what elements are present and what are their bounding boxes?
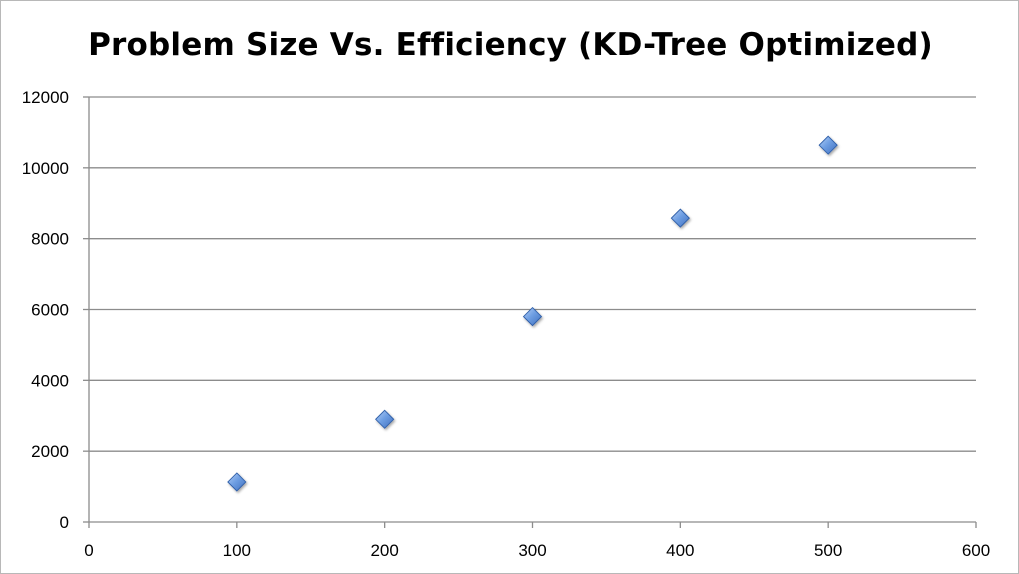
data-point-500 (818, 135, 838, 155)
y-tick-label-10000: 10000 (22, 159, 69, 178)
x-tick-label-400: 400 (666, 541, 694, 560)
x-tick-label-500: 500 (814, 541, 842, 560)
data-point-300 (522, 306, 543, 327)
axes (83, 96, 977, 528)
data-point-400 (670, 208, 690, 228)
y-tick-label-4000: 4000 (31, 371, 69, 390)
x-tick-label-600: 600 (962, 541, 990, 560)
y-tick-label-2000: 2000 (31, 442, 69, 461)
y-tick-label-0: 0 (60, 513, 69, 532)
data-point-100 (227, 472, 247, 492)
gridlines (89, 96, 976, 452)
x-axis-tick-labels: 0 100 200 300 400 500 600 (84, 541, 990, 560)
data-points (227, 135, 838, 492)
data-point-200 (375, 409, 395, 429)
x-tick-label-300: 300 (518, 541, 546, 560)
y-tick-label-8000: 8000 (31, 230, 69, 249)
x-tick-label-100: 100 (223, 541, 251, 560)
y-tick-label-12000: 12000 (22, 88, 69, 107)
y-axis-tick-labels: 0 2000 4000 6000 8000 10000 12000 (22, 88, 69, 532)
chart-title: Problem Size Vs. Efficiency (KD-Tree Opt… (88, 27, 933, 63)
x-tick-label-0: 0 (84, 541, 93, 560)
x-tick-label-200: 200 (370, 541, 398, 560)
y-tick-label-6000: 6000 (31, 301, 69, 320)
